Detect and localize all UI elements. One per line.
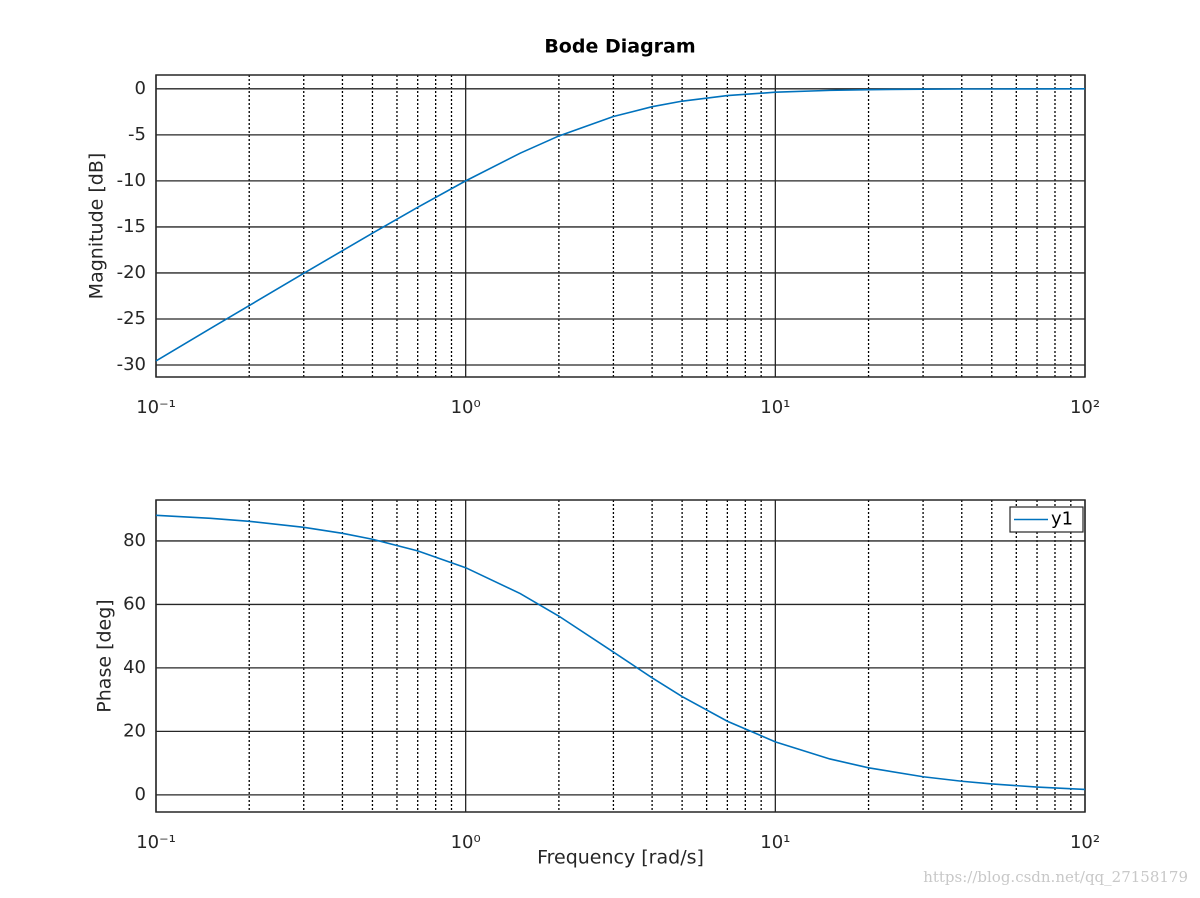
y-tick-label: -5 — [128, 124, 146, 145]
x-tick-label: 10² — [1070, 832, 1100, 853]
x-tick-label: 10⁻¹ — [136, 832, 176, 853]
x-axis-label: Frequency [rad/s] — [537, 847, 704, 869]
x-tick-label: 10¹ — [760, 397, 790, 418]
x-tick-label: 10⁰ — [451, 832, 481, 853]
data-line — [155, 88, 1086, 362]
x-tick-label: 10² — [1070, 397, 1100, 418]
y-tick-label: -10 — [117, 170, 146, 191]
data-line — [155, 514, 1086, 791]
chart-title: Bode Diagram — [544, 36, 695, 58]
y-tick-label: -20 — [117, 262, 146, 283]
y-tick-label: 0 — [135, 784, 146, 805]
y-tick-label: -15 — [117, 216, 146, 237]
x-tick-label: 10⁻¹ — [136, 397, 176, 418]
y-tick-label: -30 — [117, 354, 146, 375]
y-tick-label: 40 — [123, 657, 146, 678]
legend-label: y1 — [1051, 509, 1073, 530]
y-axis-label: Magnitude [dB] — [86, 153, 108, 300]
axes-box — [155, 74, 1086, 378]
y-tick-label: 80 — [123, 530, 146, 551]
x-tick-label: 10⁰ — [451, 397, 481, 418]
y-tick-label: 0 — [135, 78, 146, 99]
axes-box — [155, 499, 1086, 813]
x-tick-label: 10¹ — [760, 832, 790, 853]
y-tick-label: -25 — [117, 308, 146, 329]
y-axis-label: Phase [deg] — [94, 599, 116, 712]
watermark: https://blog.csdn.net/qq_27158179 — [923, 868, 1188, 886]
y-tick-label: 20 — [123, 720, 146, 741]
y-tick-label: 60 — [123, 593, 146, 614]
